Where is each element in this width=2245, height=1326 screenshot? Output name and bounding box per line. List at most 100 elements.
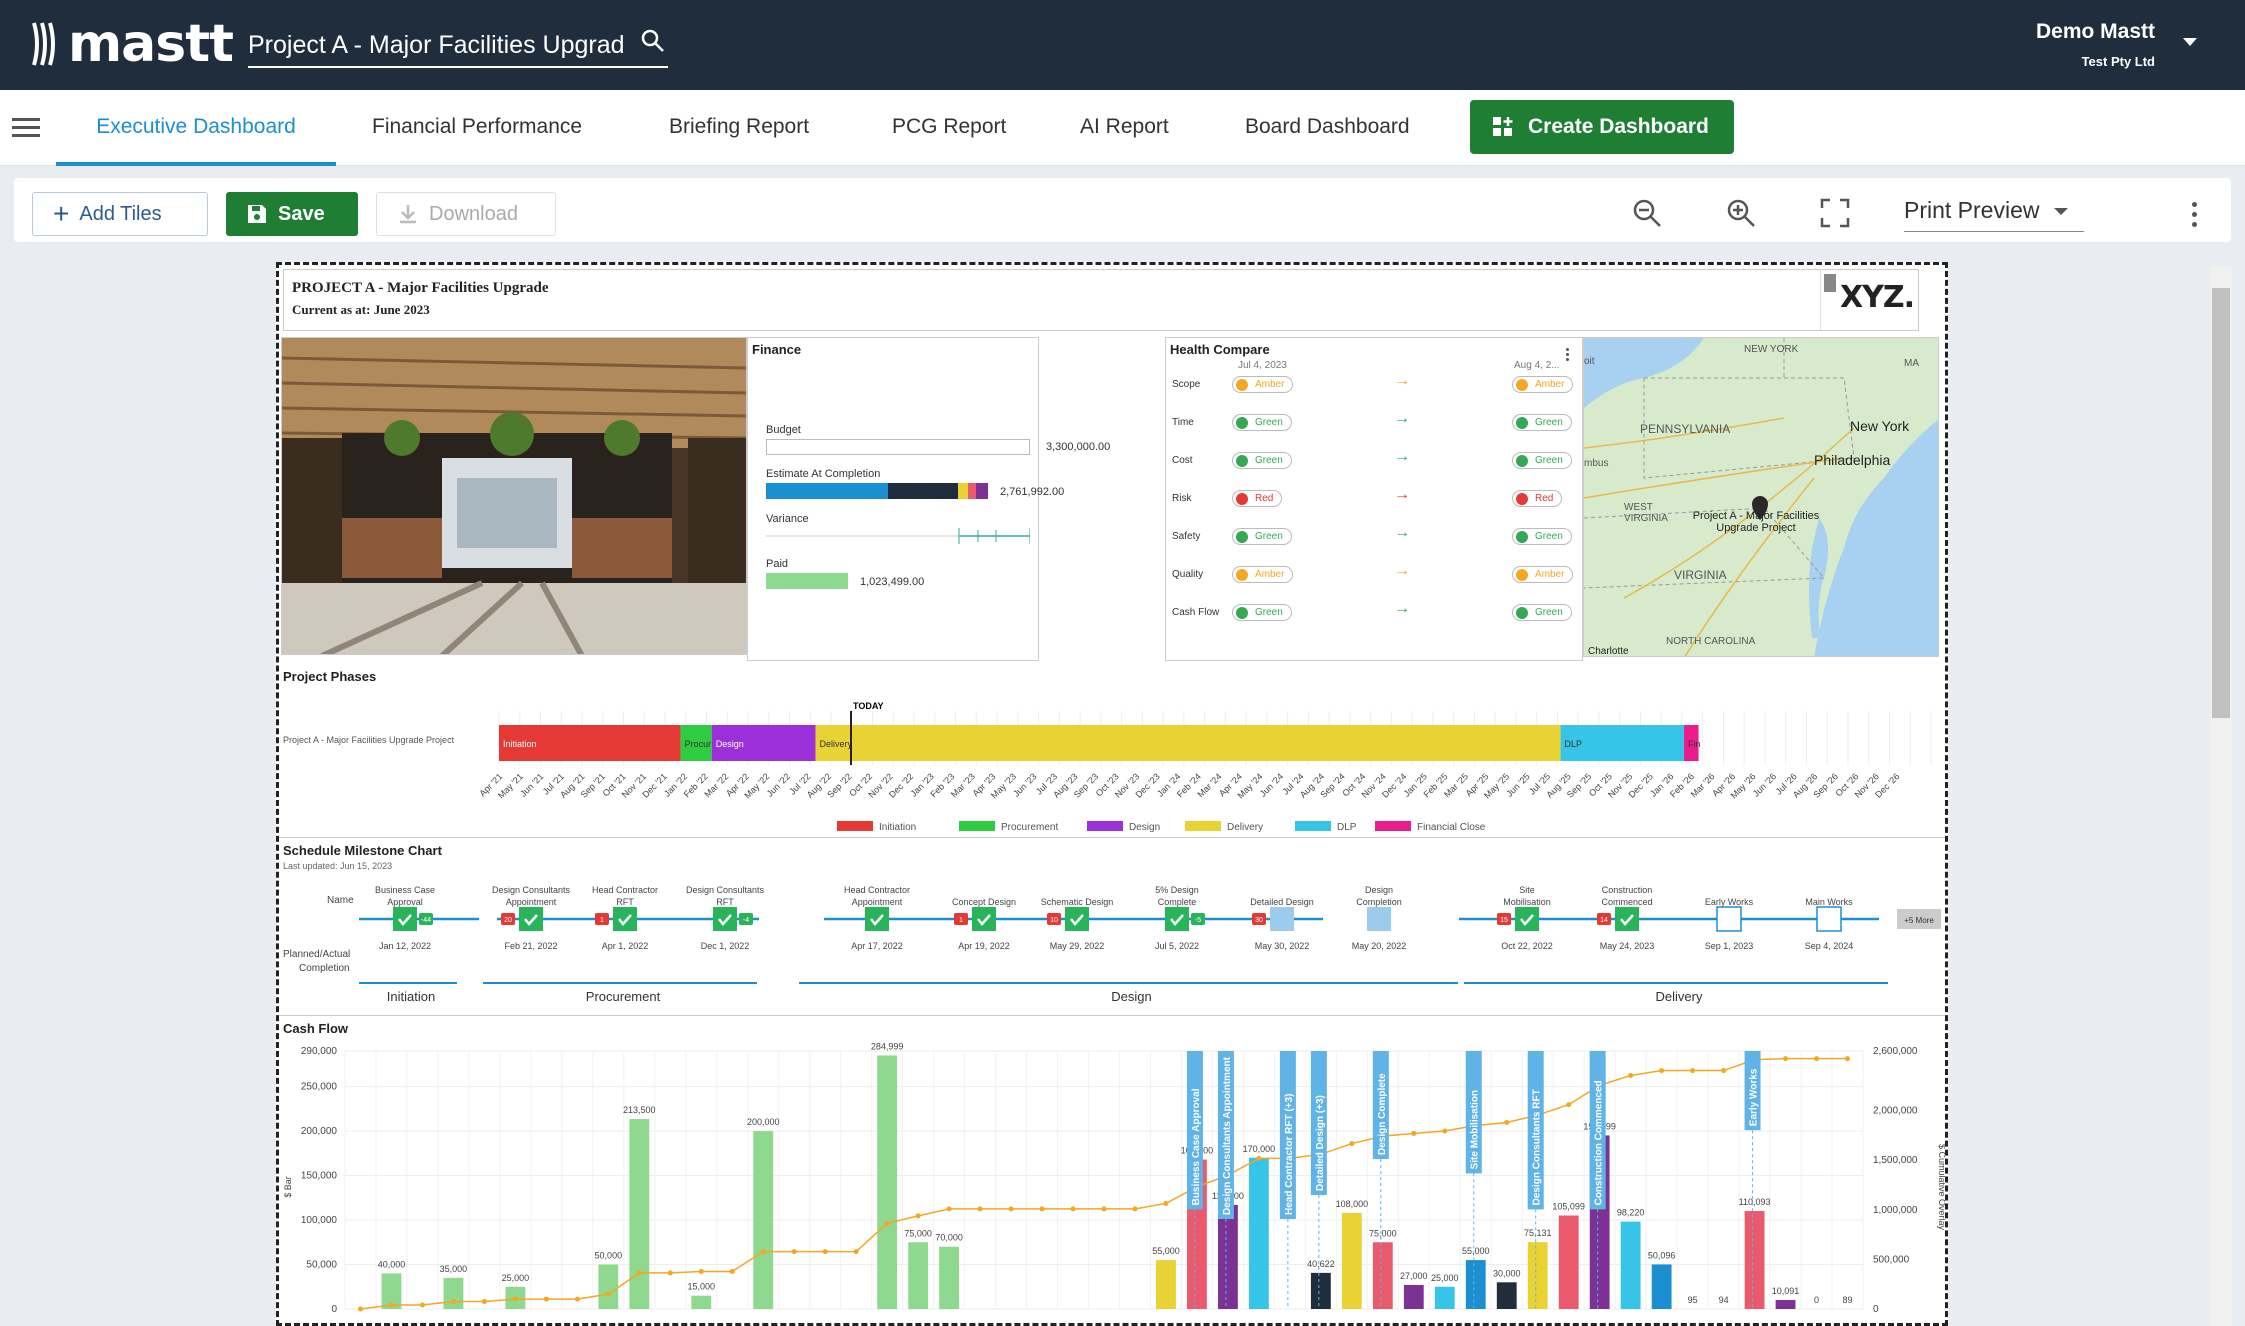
phase-bar[interactable] [1560, 725, 1685, 761]
milestone-annotation[interactable] [1589, 1051, 1606, 1210]
cumulative-point[interactable] [853, 1249, 859, 1255]
hamburger-menu-icon[interactable] [12, 118, 40, 138]
milestone-annotation[interactable] [1186, 1051, 1203, 1210]
cashflow-bar[interactable] [1372, 1242, 1393, 1309]
milestone-annotation[interactable] [1217, 1051, 1234, 1219]
cumulative-point[interactable] [605, 1291, 611, 1297]
cumulative-point[interactable] [1628, 1073, 1634, 1079]
milestone-marker[interactable] [1065, 907, 1089, 931]
cumulative-point[interactable] [884, 1220, 890, 1226]
report-header[interactable]: PROJECT A - Major Facilities Upgrade Cur… [283, 269, 1919, 331]
phase-bar[interactable] [499, 725, 681, 761]
cumulative-point[interactable] [1442, 1128, 1448, 1134]
milestone-marker[interactable] [1615, 907, 1639, 931]
cumulative-point[interactable] [1411, 1130, 1417, 1136]
mastt-logo[interactable]: mastt [30, 14, 234, 74]
milestone-marker[interactable] [1515, 907, 1539, 931]
more-milestones-button[interactable] [1897, 909, 1941, 929]
cumulative-point[interactable] [388, 1302, 394, 1308]
phase-bar[interactable] [680, 725, 712, 761]
cash-flow-chart[interactable]: 290,000 250,000 200,000 150,000 100,000 50,00… [279, 1037, 1948, 1326]
tab-ai-report[interactable]: AI Report [1080, 115, 1169, 138]
milestone-marker[interactable] [393, 907, 417, 931]
chevron-down-icon[interactable] [2183, 38, 2197, 46]
cashflow-bar[interactable] [629, 1119, 650, 1309]
more-options-icon[interactable] [2192, 202, 2197, 232]
cumulative-point[interactable] [946, 1206, 952, 1212]
create-dashboard-button[interactable]: Create Dashboard [1470, 100, 1734, 154]
project-search[interactable]: Project A - Major Facilities Upgrad [248, 24, 668, 68]
cashflow-bar[interactable] [691, 1295, 712, 1309]
cashflow-bar[interactable] [1558, 1215, 1579, 1309]
search-icon[interactable] [640, 28, 666, 54]
header-scrollbar[interactable] [1820, 270, 1838, 330]
cumulative-point[interactable] [1349, 1141, 1355, 1147]
health-compare-panel[interactable]: Health Compare Jul 4, 2023 Aug 4, 2... S… [1165, 337, 1583, 661]
cumulative-point[interactable] [1132, 1206, 1138, 1212]
cumulative-point[interactable] [1814, 1056, 1820, 1062]
cumulative-point[interactable] [357, 1306, 363, 1312]
finance-panel[interactable]: Finance Budget 3,300,000.00 Estimate At … [747, 337, 1110, 661]
project-location-map[interactable]: NEW YORK MA PENNSYLVANIA New York Philad… [1583, 337, 1939, 657]
cumulative-point[interactable] [1845, 1056, 1851, 1062]
milestone-marker[interactable] [713, 907, 737, 931]
cumulative-point[interactable] [1039, 1206, 1045, 1212]
cumulative-point[interactable] [977, 1206, 983, 1212]
fullscreen-icon[interactable] [1820, 198, 1850, 228]
cashflow-bar[interactable] [598, 1264, 619, 1309]
cashflow-bar[interactable] [908, 1242, 929, 1309]
milestone-marker[interactable] [1367, 907, 1391, 931]
cashflow-bar[interactable] [1248, 1157, 1269, 1309]
cumulative-point[interactable] [543, 1296, 549, 1302]
milestone-annotation[interactable] [1310, 1051, 1327, 1195]
cashflow-bar[interactable] [1527, 1242, 1548, 1309]
cumulative-point[interactable] [450, 1299, 456, 1305]
cumulative-point[interactable] [1504, 1120, 1510, 1126]
more-options-icon[interactable] [1566, 348, 1569, 361]
cumulative-point[interactable] [1008, 1206, 1014, 1212]
cumulative-point[interactable] [419, 1302, 425, 1308]
tab-pcg-report[interactable]: PCG Report [892, 115, 1007, 138]
cashflow-bar[interactable] [1620, 1221, 1641, 1309]
cashflow-bar[interactable] [1310, 1272, 1331, 1309]
cumulative-point[interactable] [1070, 1206, 1076, 1212]
milestone-marker[interactable] [519, 907, 543, 931]
milestone-marker[interactable] [613, 907, 637, 931]
phase-bar[interactable] [1684, 725, 1699, 761]
cashflow-bar[interactable] [1403, 1284, 1424, 1309]
milestone-annotation[interactable] [1744, 1051, 1761, 1131]
search-input[interactable]: Project A - Major Facilities Upgrad [248, 30, 625, 59]
cumulative-point[interactable] [574, 1296, 580, 1302]
project-phases-chart[interactable]: Project A - Major Facilities Upgrade Pro… [279, 685, 1948, 845]
cashflow-bar[interactable] [1341, 1212, 1362, 1309]
milestone-marker[interactable] [1165, 907, 1189, 931]
cumulative-point[interactable] [822, 1249, 828, 1255]
milestone-marker[interactable] [1716, 906, 1742, 932]
cashflow-bar[interactable] [1218, 1204, 1238, 1309]
cashflow-bar[interactable] [1775, 1300, 1796, 1309]
cashflow-bar[interactable] [443, 1277, 464, 1309]
cumulative-point[interactable] [636, 1270, 642, 1276]
zoom-in-icon[interactable] [1726, 198, 1756, 228]
cumulative-point[interactable] [760, 1249, 766, 1255]
cashflow-bar[interactable] [1744, 1211, 1765, 1309]
page-scrollbar[interactable] [2210, 266, 2232, 1326]
cashflow-bar[interactable] [877, 1055, 898, 1309]
cashflow-bar[interactable] [1465, 1260, 1486, 1309]
milestone-marker[interactable] [972, 907, 996, 931]
add-tiles-button[interactable]: + Add Tiles [32, 192, 208, 236]
tab-executive-dashboard[interactable]: Executive Dashboard [56, 90, 336, 166]
cumulative-point[interactable] [1783, 1056, 1789, 1062]
milestone-marker[interactable] [865, 907, 889, 931]
download-button[interactable]: Download [376, 192, 556, 236]
cashflow-bar[interactable] [1434, 1286, 1455, 1309]
cumulative-point[interactable] [667, 1270, 673, 1276]
cashflow-bar[interactable] [381, 1273, 402, 1309]
cumulative-point[interactable] [791, 1249, 797, 1255]
milestone-annotation[interactable] [1372, 1051, 1389, 1159]
cumulative-point[interactable] [729, 1268, 735, 1274]
cashflow-bar[interactable] [1156, 1260, 1176, 1309]
milestone-annotation[interactable] [1465, 1051, 1482, 1174]
phase-bar[interactable] [711, 725, 816, 761]
scrollbar-thumb[interactable] [2212, 288, 2230, 718]
